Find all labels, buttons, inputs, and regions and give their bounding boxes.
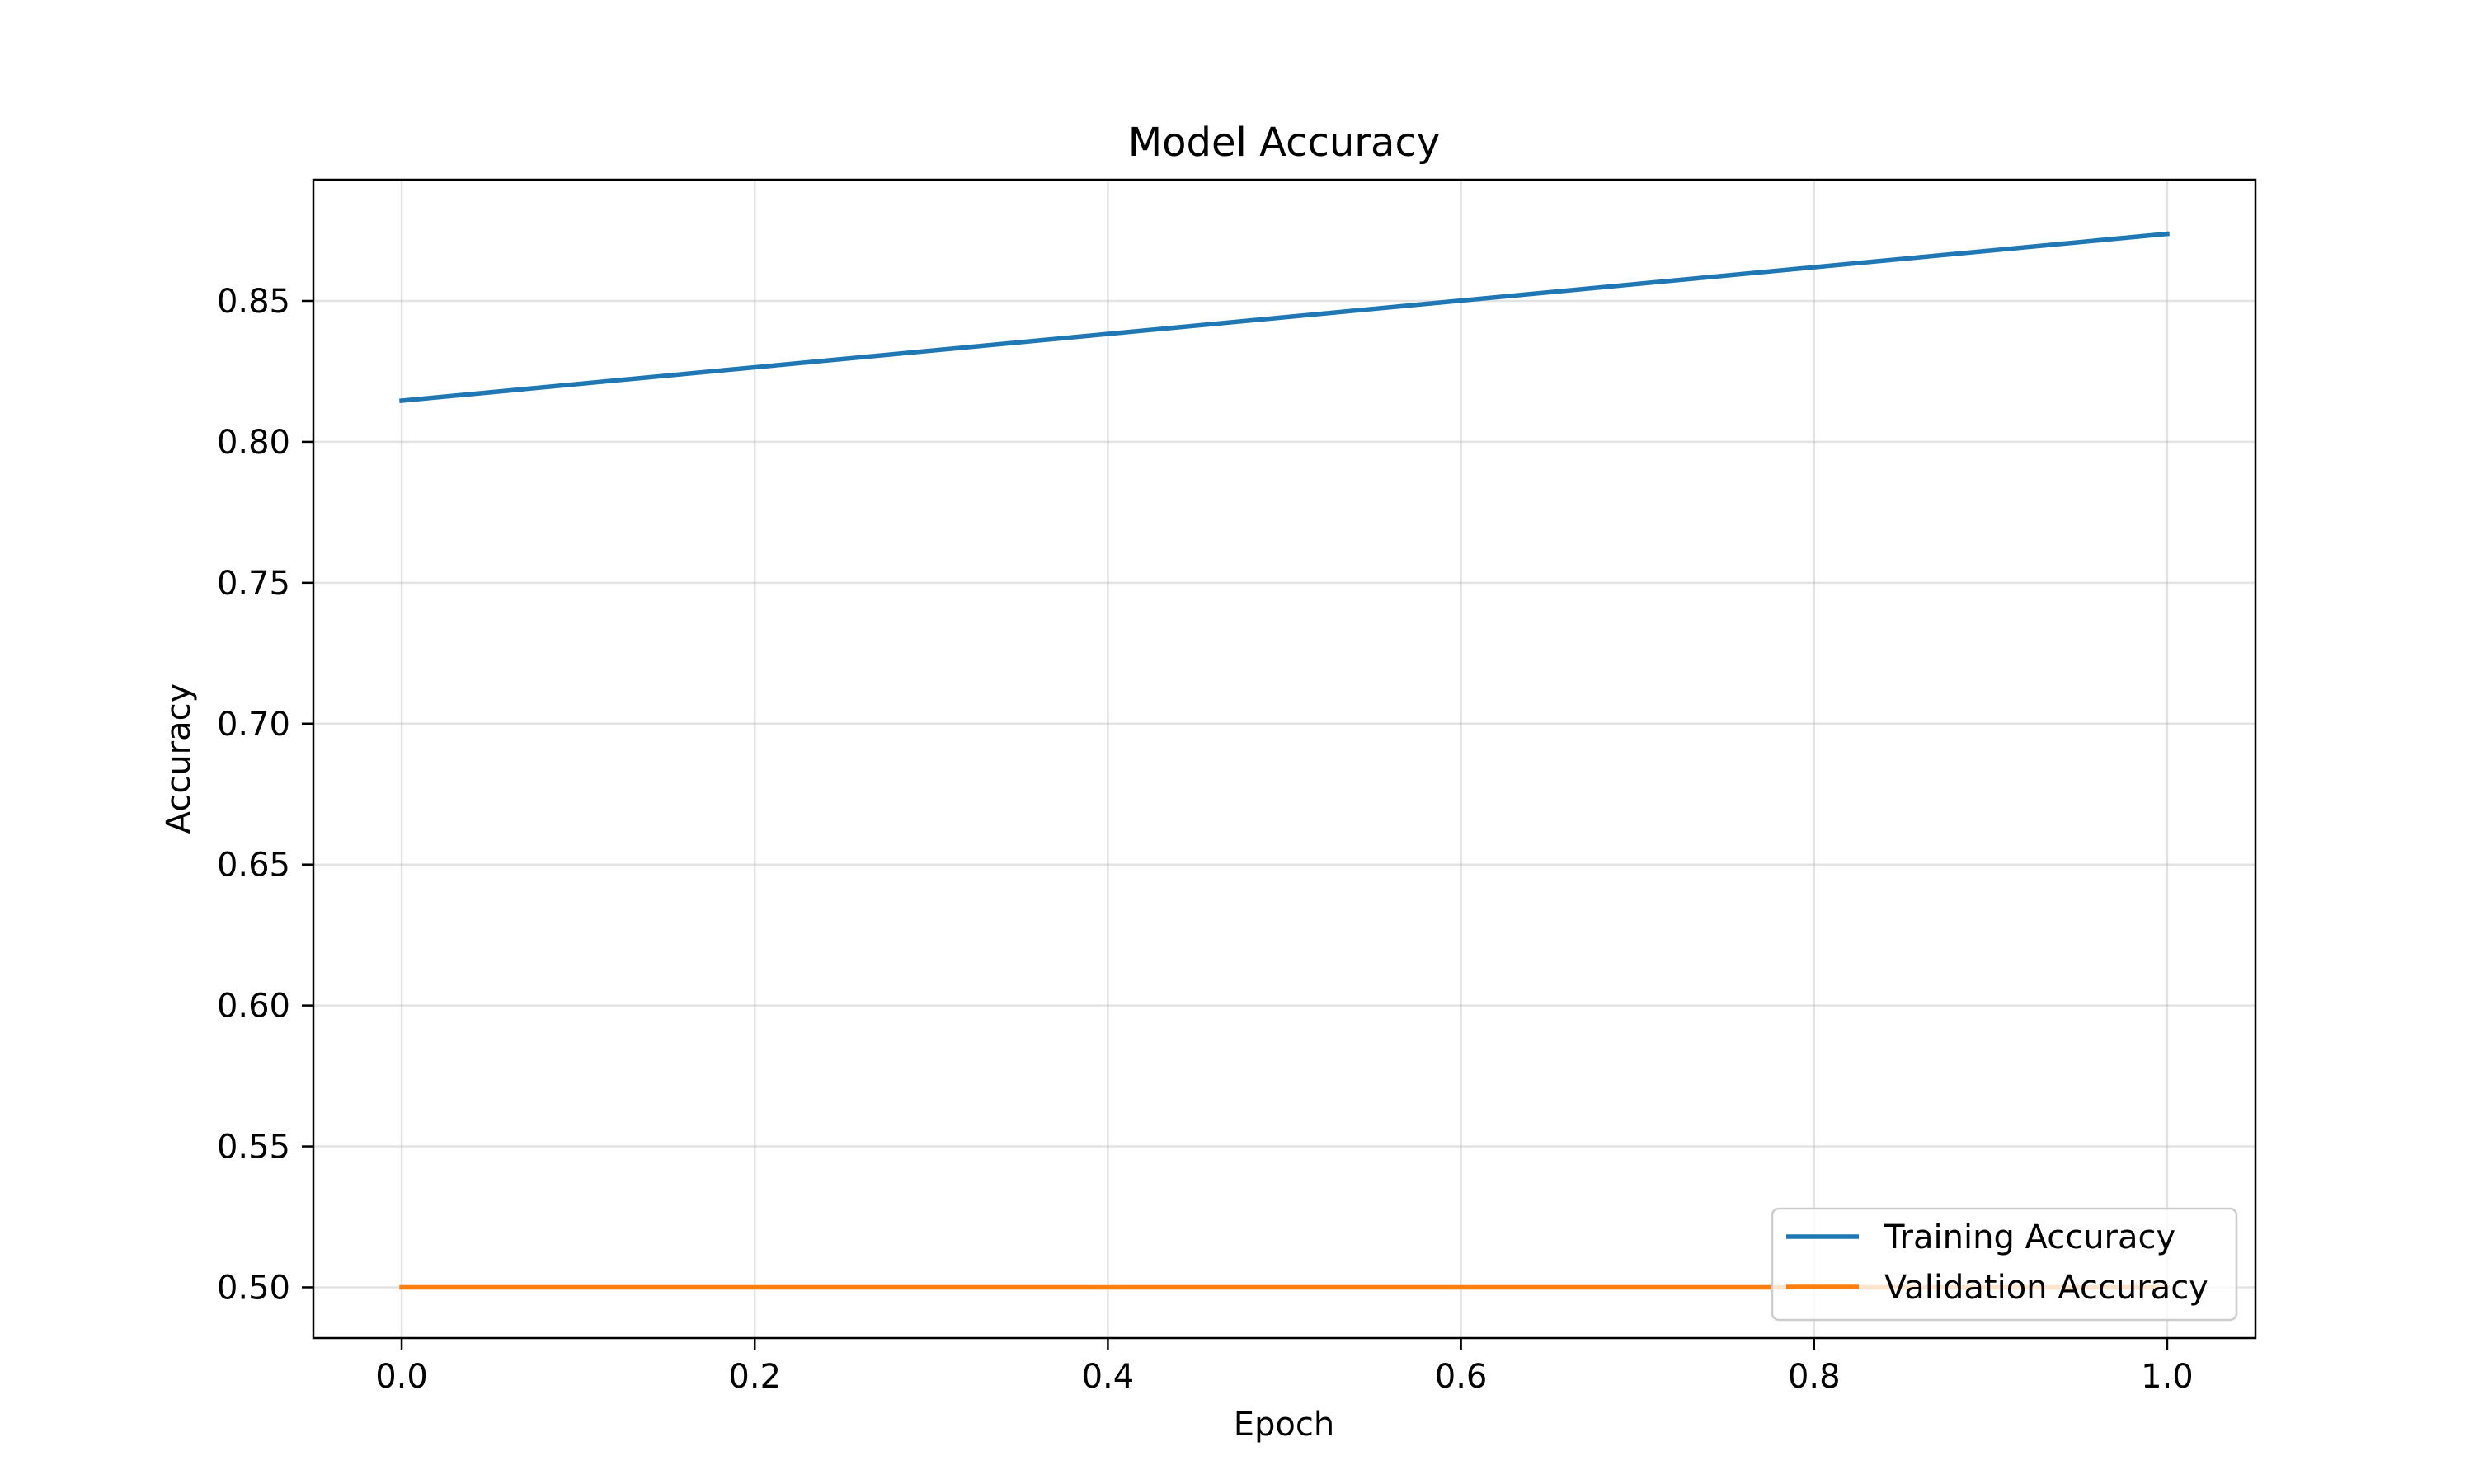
- grid-layer: [313, 180, 2255, 1338]
- x-tick-label: 0.6: [1435, 1358, 1488, 1396]
- y-tick-label: 0.70: [217, 706, 290, 744]
- x-tick-label: 0.2: [728, 1358, 781, 1396]
- y-tick-label: 0.50: [217, 1269, 290, 1307]
- series-line-training-accuracy: [399, 231, 2170, 404]
- plot-frame: [312, 178, 2257, 1340]
- legend-label-validation: Validation Accuracy: [1884, 1269, 2208, 1307]
- y-tick-label: 0.55: [217, 1129, 290, 1167]
- x-tick-label: 0.4: [1082, 1358, 1135, 1396]
- legend-box: [1771, 1207, 2238, 1322]
- y-tick-label: 0.60: [217, 988, 290, 1026]
- x-tick-label: 0.8: [1788, 1358, 1841, 1396]
- y-axis-label: Accuracy: [160, 683, 198, 834]
- x-axis-label: Epoch: [1234, 1406, 1334, 1444]
- y-tick-label: 0.85: [217, 283, 290, 321]
- x-tick-label: 0.0: [375, 1358, 428, 1396]
- legend-label-training: Training Accuracy: [1884, 1219, 2175, 1256]
- y-tick-label: 0.75: [217, 565, 290, 603]
- y-tick-label: 0.80: [217, 424, 290, 462]
- y-tick-label: 0.65: [217, 847, 290, 885]
- chart-title: Model Accuracy: [1128, 120, 1441, 166]
- legend: Training Accuracy Validation Accuracy: [1771, 1207, 2238, 1322]
- ticks-layer: 0.0 0.2 0.4 0.6 0.8 1.0 0.50 0.55 0.60 0.65 0.70 0.…: [217, 283, 2194, 1396]
- x-tick-label: 1.0: [2141, 1358, 2194, 1396]
